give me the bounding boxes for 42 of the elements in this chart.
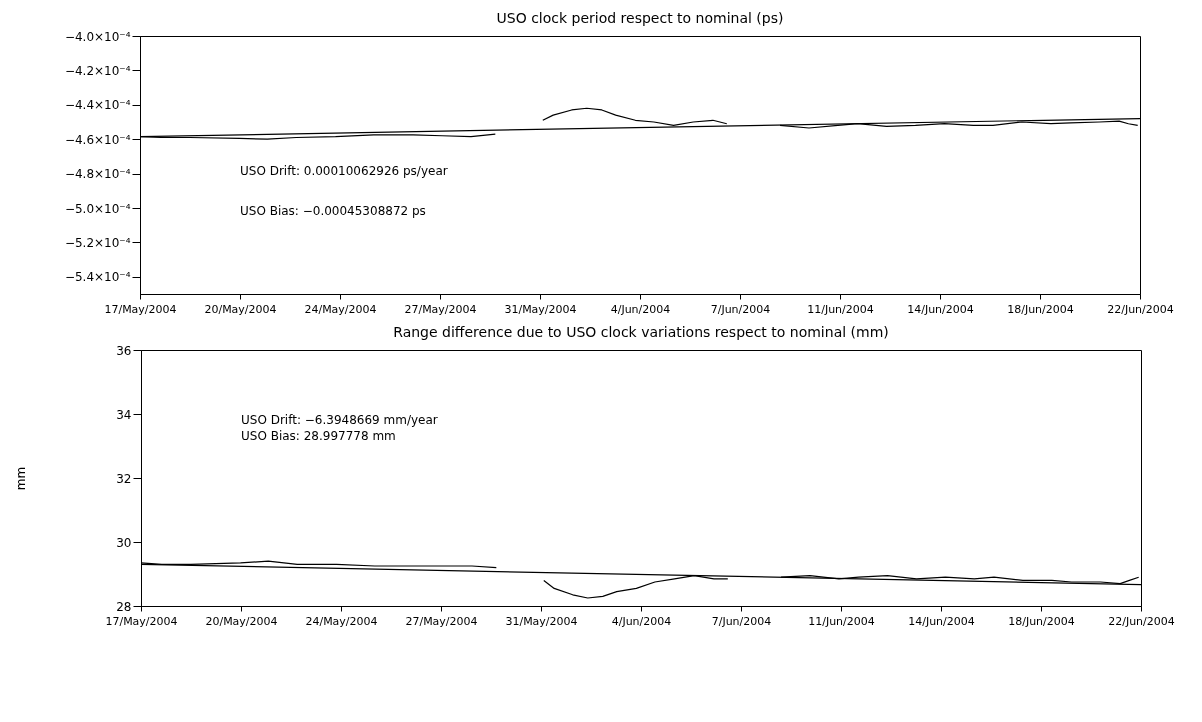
chart-title: USO clock period respect to nominal (ps) bbox=[496, 10, 784, 26]
y-tick-label: 34 bbox=[116, 407, 132, 422]
y-tick-label: −5.0×10⁻⁴ bbox=[64, 201, 131, 216]
x-tick-label: 14/Jun/2004 bbox=[908, 614, 975, 628]
x-tick-label: 17/May/2004 bbox=[104, 302, 177, 316]
x-tick-label: 11/Jun/2004 bbox=[807, 302, 874, 316]
x-tick-label: 24/May/2004 bbox=[304, 302, 377, 316]
x-tick-label: 24/May/2004 bbox=[305, 614, 378, 628]
y-tick-label: 32 bbox=[116, 471, 132, 486]
y-tick-label: 36 bbox=[116, 343, 132, 358]
x-tick-label: 7/Jun/2004 bbox=[711, 614, 772, 628]
x-tick-label: 4/Jun/2004 bbox=[610, 302, 671, 316]
x-tick-label: 20/May/2004 bbox=[205, 614, 278, 628]
y-tick-label: −4.4×10⁻⁴ bbox=[64, 98, 131, 113]
y-tick-label: −5.4×10⁻⁴ bbox=[64, 270, 131, 285]
y-axis-title: mm bbox=[13, 466, 28, 491]
y-tick-label: −4.2×10⁻⁴ bbox=[64, 63, 131, 78]
x-tick-label: 31/May/2004 bbox=[504, 302, 577, 316]
x-tick-label: 17/May/2004 bbox=[105, 614, 178, 628]
x-tick-label: 18/Jun/2004 bbox=[1007, 302, 1074, 316]
x-tick-label: 7/Jun/2004 bbox=[710, 302, 771, 316]
x-tick-label: 27/May/2004 bbox=[404, 302, 477, 316]
y-tick-label: −5.2×10⁻⁴ bbox=[64, 235, 131, 250]
x-tick-label: 27/May/2004 bbox=[405, 614, 478, 628]
y-tick-label: −4.0×10⁻⁴ bbox=[64, 29, 131, 44]
x-tick-label: 22/Jun/2004 bbox=[1108, 614, 1175, 628]
annotation: USO Bias: −0.00045308872 ps bbox=[240, 204, 426, 218]
y-tick-label: 30 bbox=[116, 535, 132, 550]
annotation: USO Drift: 0.00010062926 ps/year bbox=[240, 164, 448, 178]
x-tick-label: 11/Jun/2004 bbox=[808, 614, 875, 628]
y-tick-label: −4.6×10⁻⁴ bbox=[64, 132, 131, 147]
chart-title: Range difference due to USO clock variations respect to nominal (mm) bbox=[393, 324, 889, 340]
y-tick-label: −4.8×10⁻⁴ bbox=[64, 167, 131, 182]
annotation: USO Drift: −6.3948669 mm/year bbox=[241, 413, 438, 427]
x-tick-label: 18/Jun/2004 bbox=[1008, 614, 1075, 628]
x-tick-label: 4/Jun/2004 bbox=[611, 614, 672, 628]
annotation: USO Bias: 28.997778 mm bbox=[241, 429, 396, 443]
x-tick-label: 22/Jun/2004 bbox=[1107, 302, 1174, 316]
y-tick-label: 28 bbox=[116, 599, 132, 614]
x-tick-label: 20/May/2004 bbox=[204, 302, 277, 316]
x-tick-label: 14/Jun/2004 bbox=[907, 302, 974, 316]
x-tick-label: 31/May/2004 bbox=[505, 614, 578, 628]
